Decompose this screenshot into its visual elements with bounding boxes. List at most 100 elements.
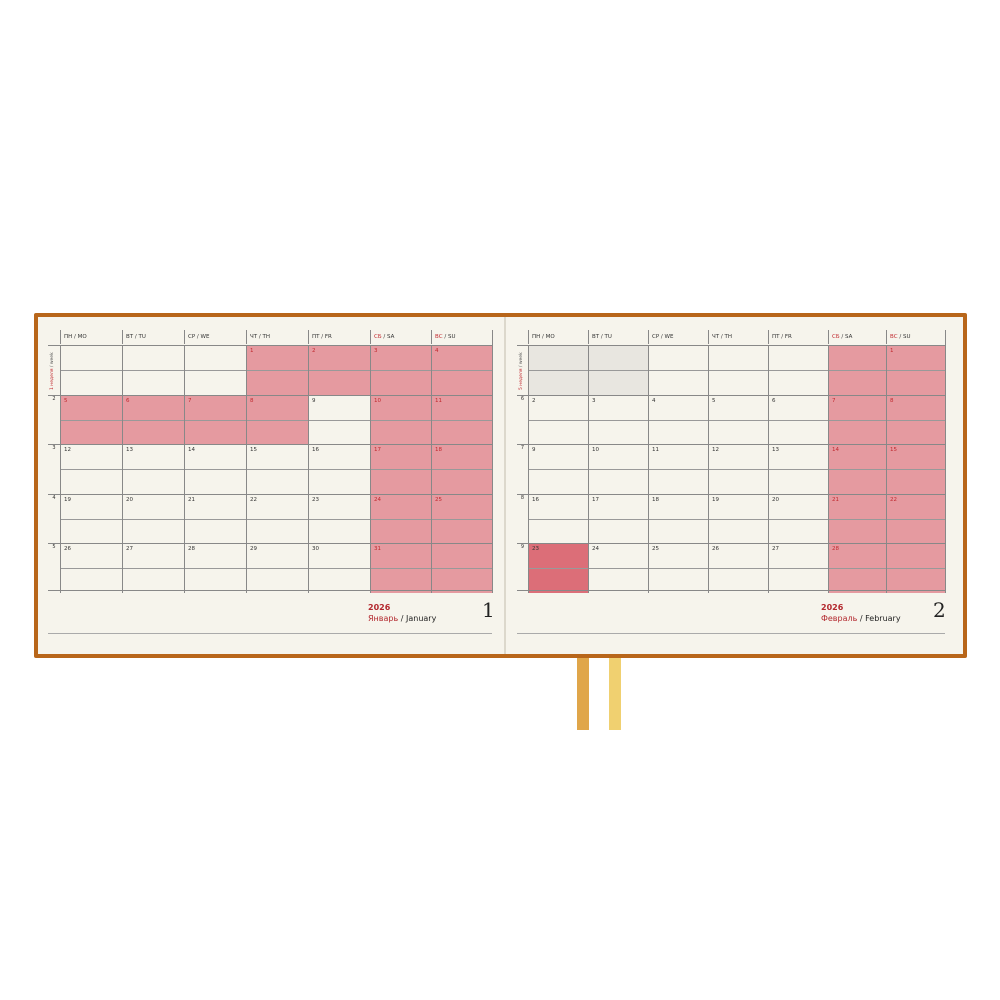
day-cell[interactable]: 27 [768,543,828,593]
empty-cell[interactable] [184,345,246,395]
day-cell[interactable]: 6 [122,394,184,444]
day-cell[interactable]: 22 [246,493,308,543]
day-cell[interactable]: 13 [122,444,184,494]
day-cell[interactable]: 19 [60,493,122,543]
grid-right-border [945,330,946,593]
bookmark-ribbon[interactable] [609,658,621,730]
week-label-en: week [519,352,524,365]
day-cell[interactable]: 13 [768,444,828,494]
day-cell[interactable]: 25 [431,493,492,543]
day-cell[interactable]: 14 [828,444,886,494]
empty-cell[interactable] [886,543,945,593]
day-cell[interactable]: 11 [431,394,492,444]
day-cell[interactable]: 20 [122,493,184,543]
day-cell[interactable]: 5 [60,394,122,444]
day-cell[interactable]: 3 [370,345,431,395]
day-cell[interactable]: 25 [648,543,708,593]
day-cell[interactable]: 1 [246,345,308,395]
cell-divider [185,370,246,372]
empty-cell[interactable] [708,345,768,395]
day-cell[interactable]: 7 [828,394,886,444]
day-cell[interactable]: 22 [886,493,945,543]
empty-cell[interactable] [60,345,122,395]
day-cell[interactable]: 28 [184,543,246,593]
day-header-sep: / [659,334,665,340]
day-header-ru: ВТ [592,334,600,340]
sep: / [519,364,524,369]
cell-divider [123,370,184,372]
day-cell[interactable]: 7 [184,394,246,444]
month-ru: Февраль [821,614,858,623]
empty-cell[interactable] [431,543,492,593]
day-cell[interactable]: 12 [60,444,122,494]
cell-divider [649,370,708,372]
cell-divider [649,518,708,520]
day-cell[interactable]: 3 [588,394,648,444]
day-header-ru: СБ [374,334,382,340]
day-cell[interactable]: 15 [886,444,945,494]
spine [504,317,506,654]
day-cell[interactable]: 1 [886,345,945,395]
day-number: 11 [652,447,659,453]
day-cell[interactable]: 2 [308,345,370,395]
day-cell[interactable]: 26 [60,543,122,593]
day-cell[interactable]: 16 [528,493,588,543]
day-cell[interactable]: 26 [708,543,768,593]
day-cell[interactable]: 27 [122,543,184,593]
cell-divider [371,370,431,372]
day-number: 6 [772,397,776,404]
day-cell[interactable]: 31 [370,543,431,593]
empty-cell[interactable] [828,345,886,395]
empty-cell[interactable] [588,345,648,395]
day-cell[interactable]: 17 [370,444,431,494]
day-cell[interactable]: 24 [588,543,648,593]
day-cell[interactable]: 23 [308,493,370,543]
bookmark-ribbon[interactable] [577,658,589,730]
day-cell[interactable]: 10 [370,394,431,444]
day-number: 25 [435,496,442,503]
empty-cell[interactable] [122,345,184,395]
day-cell[interactable]: 4 [648,394,708,444]
day-cell[interactable]: 18 [431,444,492,494]
cell-divider [769,419,828,421]
cell-divider [829,469,886,471]
day-cell[interactable]: 8 [886,394,945,444]
day-cell[interactable]: 18 [648,493,708,543]
cell-divider [829,419,886,421]
empty-cell[interactable] [768,345,828,395]
day-cell[interactable]: 2 [528,394,588,444]
day-cell[interactable]: 11 [648,444,708,494]
empty-cell[interactable] [528,345,588,395]
day-cell[interactable]: 8 [246,394,308,444]
day-cell[interactable]: 15 [246,444,308,494]
day-cell[interactable]: 21 [828,493,886,543]
day-cell[interactable]: 30 [308,543,370,593]
cell-divider [887,419,945,421]
cell-divider [829,518,886,520]
day-cell[interactable]: 24 [370,493,431,543]
day-header-we: СР / WE [184,330,246,344]
day-cell[interactable]: 21 [184,493,246,543]
day-cell[interactable]: 10 [588,444,648,494]
day-cell[interactable]: 4 [431,345,492,395]
day-cell[interactable]: 29 [246,543,308,593]
day-cell[interactable]: 9 [528,444,588,494]
cell-divider [709,370,768,372]
empty-cell[interactable] [648,345,708,395]
day-cell[interactable]: 9 [308,394,370,444]
sep: / [398,614,406,623]
day-cell[interactable]: 12 [708,444,768,494]
day-cell[interactable]: 19 [708,493,768,543]
cell-divider [769,469,828,471]
day-cell[interactable]: 28 [828,543,886,593]
day-cell[interactable]: 23 [528,543,588,593]
cell-divider [309,419,370,421]
day-cell[interactable]: 14 [184,444,246,494]
day-cell[interactable]: 6 [768,394,828,444]
day-cell[interactable]: 16 [308,444,370,494]
week-number-cell: 8 [517,493,528,544]
day-cell[interactable]: 20 [768,493,828,543]
day-cell[interactable]: 5 [708,394,768,444]
cell-divider [589,518,648,520]
day-cell[interactable]: 17 [588,493,648,543]
